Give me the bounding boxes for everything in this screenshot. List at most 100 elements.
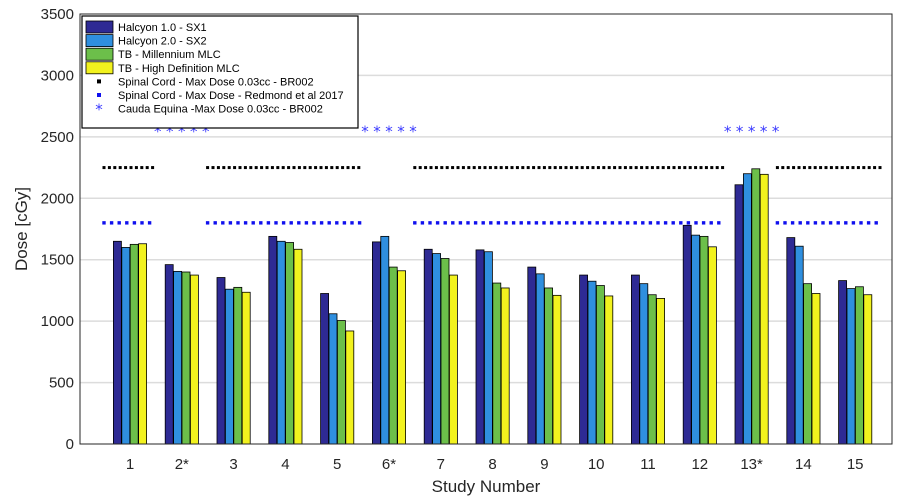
legend-label: Cauda Equina -Max Dose 0.03cc - BR002 [118,104,323,116]
bar [604,295,614,445]
spinal-cord-marker [677,166,681,170]
spinal-cord-marker [222,166,226,170]
spinal-cord-marker [451,221,455,225]
spinal-cord-marker [499,166,503,170]
spinal-cord-marker [572,221,577,225]
legend-swatch [85,61,114,75]
bar [129,243,139,445]
bar [838,280,847,445]
spinal-cord-marker [851,166,855,170]
spinal-cord-marker [488,166,492,170]
spinal-cord-marker [236,221,240,225]
spinal-cord-marker [319,221,324,225]
spinal-cord-marker [591,166,595,170]
bar [181,271,191,445]
spinal-cord-marker [633,221,637,225]
spinal-cord-marker [413,221,417,225]
spinal-cord-marker [821,221,825,225]
spinal-cord-marker [526,166,530,170]
spinal-cord-marker [109,221,114,225]
spinal-cord-marker [429,166,433,170]
cauda-equina-marker: * [748,123,756,141]
spinal-cord-marker [445,166,449,170]
y-tick-labels: 0 500 1000 1500 2000 2500 3000 3500 [41,6,74,453]
legend-swatch [85,34,114,47]
legend-box [81,15,359,129]
y-tick-label: 2500 [41,129,74,146]
bar [328,313,338,445]
spinal-cord-marker [341,166,345,170]
legend-swatch [85,47,114,61]
spinal-cord-marker [304,221,309,225]
spinal-cord-marker [274,221,278,225]
spinal-cord-marker [251,221,255,225]
cauda-equina-marker: * [373,123,381,141]
spinal-cord-marker [521,166,525,170]
cauda-equina-marker: * [190,123,198,141]
spinal-cord-marker [549,221,554,225]
spinal-cord-marker [808,166,812,170]
spinal-cord-marker [478,166,482,170]
spinal-cord-marker [330,166,334,170]
bar [579,274,588,445]
spinal-cord-marker [813,221,818,225]
spinal-cord-marker [672,166,676,170]
bar [448,274,458,445]
spinal-cord-marker [456,166,460,170]
spinal-cord-marker [505,166,509,170]
spinal-cord-marker [532,166,536,170]
spinal-cord-marker [667,166,671,170]
bar [397,270,407,445]
bar [492,282,502,445]
spinal-cord-marker [537,166,541,170]
y-tick-label: 1500 [41,252,74,269]
spinal-cord-marker [211,166,215,170]
spinal-cord-marker [625,221,630,225]
bar [751,168,761,445]
spinal-cord-marker [260,166,264,170]
spinal-cord-marker [603,221,607,225]
spinal-cord-marker [233,166,237,170]
bar [432,253,442,445]
spinal-cord-marker [238,166,242,170]
legend-label: Spinal Cord - Max Dose - Redmond et al 2… [118,90,344,102]
spinal-cord-marker [281,166,285,170]
spinal-cord-marker [559,166,563,170]
spinal-cord-marker [102,166,106,170]
spinal-cord-marker [266,221,271,225]
spinal-cord-marker [783,221,787,225]
bar [276,240,286,445]
spinal-cord-marker [107,166,111,170]
spinal-cord-marker [641,221,645,225]
bar [268,235,278,445]
spinal-cord-marker [420,221,425,225]
bar [734,184,744,445]
spinal-cord-marker [140,166,144,170]
bar [371,241,381,445]
spinal-cord-marker [688,166,692,170]
bar [320,293,330,445]
spinal-cord-marker [228,221,233,225]
cauda-equina-marker: * [166,123,174,141]
spinal-cord-marker [113,166,117,170]
cauda-equina-marker: * [385,123,393,141]
spinal-cord-marker [312,221,316,225]
spinal-cord-marker [451,166,455,170]
y-tick-label: 500 [49,375,74,392]
spinal-cord-marker [319,166,323,170]
bar [691,234,700,445]
cauda-equina-marker: * [409,123,417,141]
spinal-cord-marker [227,166,231,170]
spinal-cord-marker [205,221,210,225]
spinal-cord-marker [335,166,339,170]
spinal-cord-marker [292,166,296,170]
spinal-cord-marker [851,221,856,225]
x-tick-label: 7 [437,456,445,473]
spinal-cord-marker [511,221,516,225]
x-tick-label: 4 [281,456,289,473]
spinal-cord-marker [297,166,301,170]
spinal-cord-marker [428,221,432,225]
bar [699,235,709,445]
spinal-cord-marker [618,166,622,170]
spinal-cord-marker [147,221,152,225]
